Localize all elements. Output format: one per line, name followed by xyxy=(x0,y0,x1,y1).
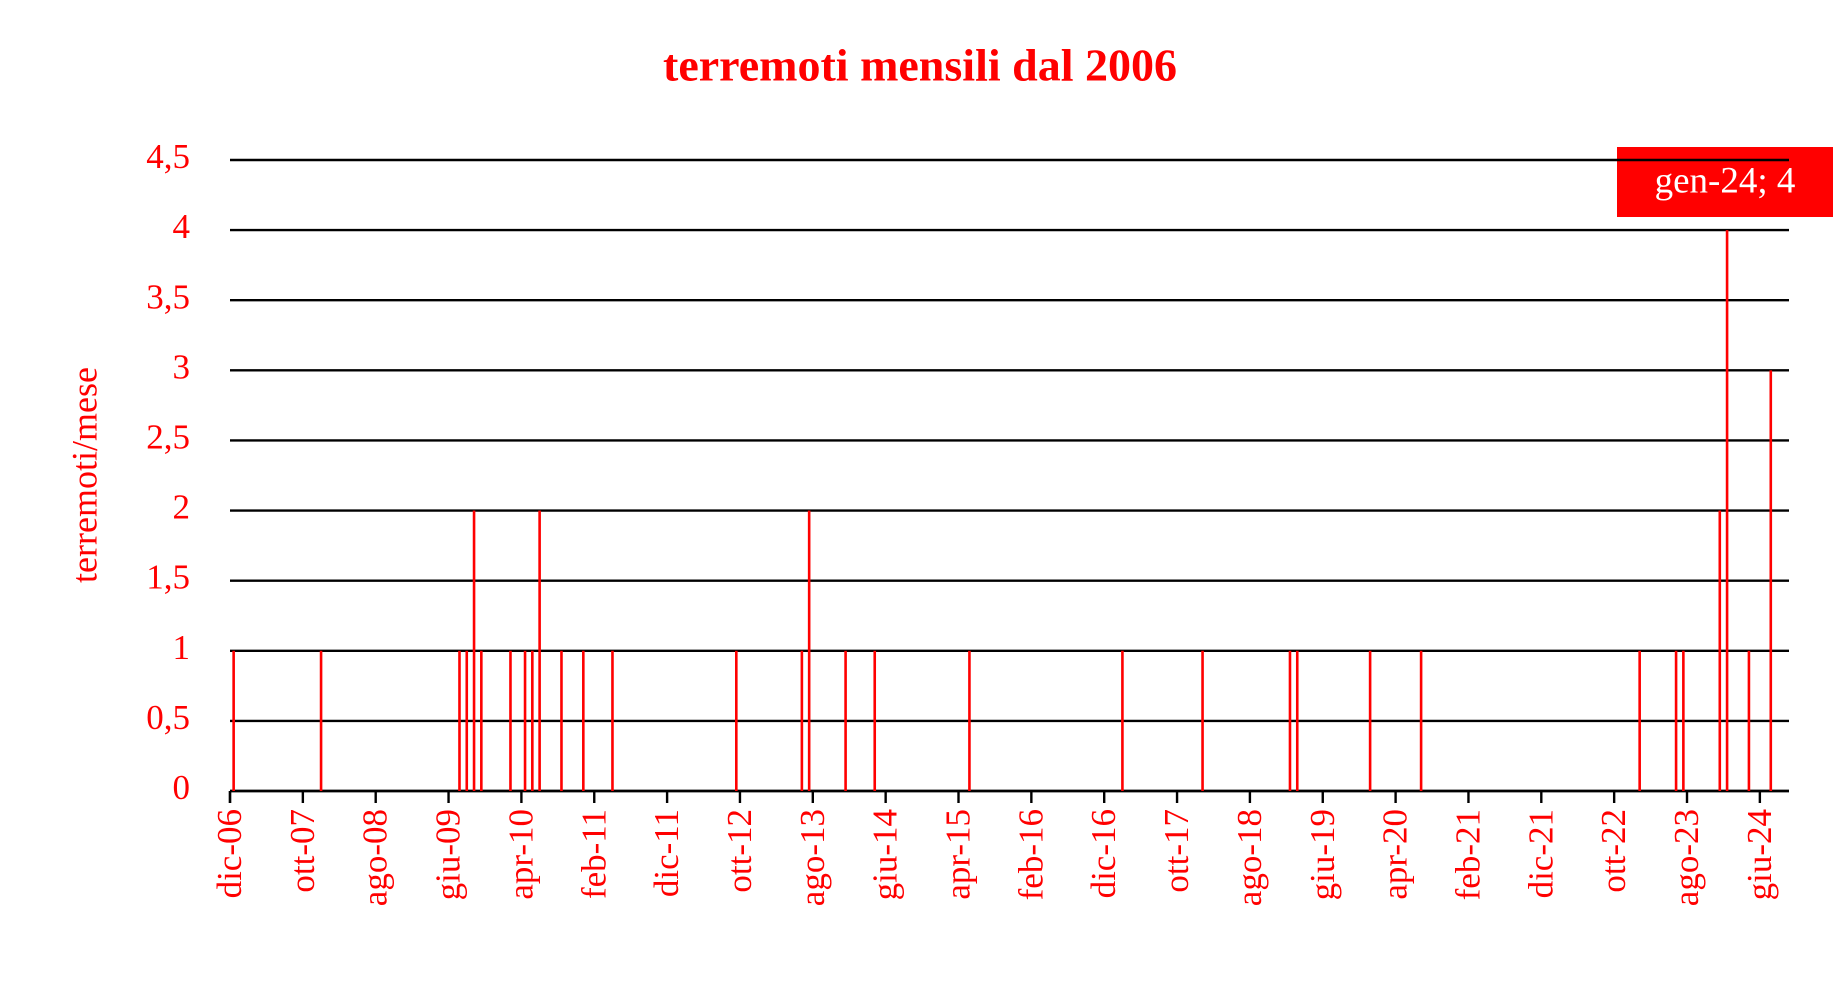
x-tick-label: apr-15 xyxy=(939,809,978,900)
x-tick-label: apr-20 xyxy=(1376,809,1415,900)
bar xyxy=(1368,650,1372,791)
x-tick-label: apr-10 xyxy=(501,809,540,900)
bar xyxy=(1747,650,1751,791)
y-tick-label: 4 xyxy=(173,207,191,246)
bar xyxy=(523,650,527,791)
x-tick-label: ott-17 xyxy=(1157,809,1196,893)
x-tick-label: ago-13 xyxy=(793,809,832,906)
y-tick-label: 2,5 xyxy=(146,417,190,456)
x-tick-label: giu-19 xyxy=(1303,809,1342,900)
y-tick-label: 1 xyxy=(173,628,191,667)
bar xyxy=(968,650,971,791)
bar xyxy=(1121,650,1124,791)
x-tick-label: feb-11 xyxy=(574,809,613,899)
x-tick-label: feb-16 xyxy=(1011,809,1050,900)
x-tick-label: ago-18 xyxy=(1230,809,1269,906)
x-tick-label: ott-12 xyxy=(720,809,759,893)
bar xyxy=(232,650,235,791)
bar xyxy=(735,650,738,791)
bar xyxy=(531,650,534,791)
bar xyxy=(1682,650,1685,791)
bar xyxy=(472,510,476,791)
bar xyxy=(538,510,541,791)
y-tick-label: 0,5 xyxy=(146,698,190,737)
x-tick-label: dic-06 xyxy=(210,809,249,898)
bar xyxy=(1638,650,1641,791)
y-tick-label: 1,5 xyxy=(146,558,190,597)
bar xyxy=(611,650,614,791)
bar xyxy=(480,650,483,791)
bar xyxy=(509,650,512,791)
x-tick-label: dic-21 xyxy=(1521,809,1560,898)
bar xyxy=(458,650,461,791)
x-tick-label: giu-14 xyxy=(866,809,905,900)
y-tick-label: 3,5 xyxy=(146,277,190,316)
bar xyxy=(844,650,847,791)
x-tick-label: ott-22 xyxy=(1594,809,1633,893)
x-tick-label: giu-24 xyxy=(1740,809,1779,900)
bar xyxy=(319,650,323,791)
bar xyxy=(1725,230,1729,792)
bar xyxy=(873,650,877,791)
bar xyxy=(560,650,563,791)
bar xyxy=(800,650,804,791)
bar xyxy=(1288,650,1292,791)
y-tick-label: 3 xyxy=(173,347,191,386)
bar xyxy=(465,650,469,791)
x-tick-label: ago-23 xyxy=(1667,809,1706,906)
x-tick-label: dic-11 xyxy=(647,809,686,897)
bar xyxy=(807,510,811,791)
x-tick-label: dic-16 xyxy=(1084,809,1123,898)
bar xyxy=(1419,650,1423,791)
y-tick-label: 0 xyxy=(173,768,191,807)
y-axis-label: terremoti/mese xyxy=(64,367,104,583)
y-tick-label: 4,5 xyxy=(146,137,190,176)
bar xyxy=(1674,650,1678,791)
annotation-box xyxy=(1617,147,1833,217)
x-tick-label: giu-09 xyxy=(429,809,468,900)
y-tick-label: 2 xyxy=(173,488,191,527)
bar xyxy=(1201,650,1204,791)
bar xyxy=(1718,510,1722,791)
x-tick-label: ago-08 xyxy=(356,809,395,906)
x-tick-label: ott-07 xyxy=(283,809,322,893)
annotation: gen-24; 4 xyxy=(1655,160,1796,201)
x-tick-label: feb-21 xyxy=(1448,809,1487,900)
bar xyxy=(582,650,585,791)
bar xyxy=(1769,370,1773,791)
chart-title: terremoti mensili dal 2006 xyxy=(663,40,1177,91)
bar xyxy=(1295,650,1299,791)
